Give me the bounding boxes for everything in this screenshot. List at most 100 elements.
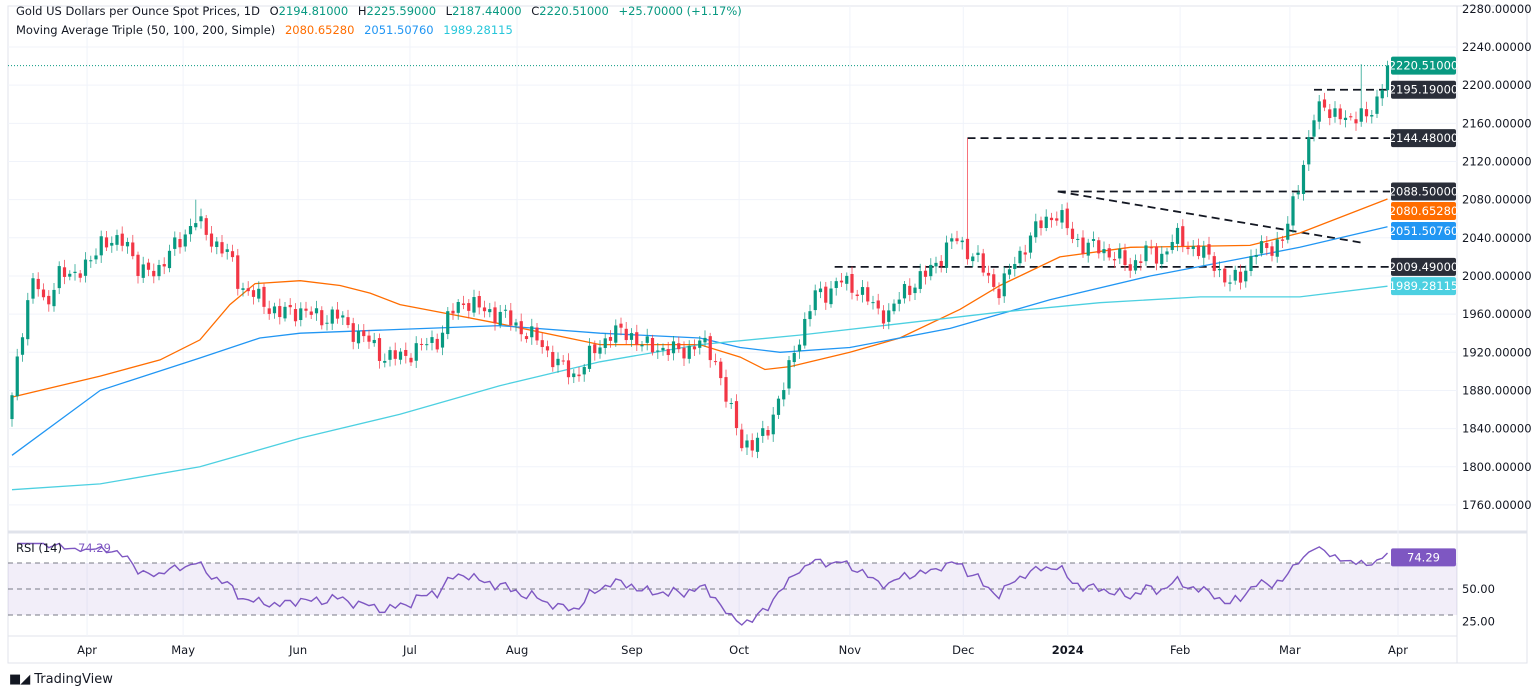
candle-body	[173, 237, 177, 249]
candle-body	[15, 356, 19, 397]
time-tick-label: Apr	[1388, 643, 1408, 657]
candle-body	[78, 273, 82, 278]
candle-body	[1007, 269, 1012, 275]
ma50-line	[11, 198, 1388, 398]
candle-body	[120, 233, 124, 246]
ohlc-open: O2194.81000	[269, 4, 349, 18]
time-tick-label: Jul	[402, 643, 417, 657]
price-badge-label: 74.29	[1407, 550, 1440, 564]
candle-body	[661, 347, 665, 351]
candle-body	[283, 306, 287, 319]
price-axis[interactable]: 2280.00000 2240.00000 2200.00000 2160.00000…	[1462, 2, 1532, 629]
candle-body	[981, 253, 985, 273]
candle-body	[57, 266, 61, 289]
symbol-legend[interactable]: Gold US Dollars per Ounce Spot Prices, 1…	[16, 4, 748, 18]
price-badge	[1391, 202, 1456, 220]
price-tick-label: 2040.00000	[1462, 231, 1532, 245]
candle-body	[503, 309, 508, 311]
candle-body	[383, 360, 387, 363]
candle-body	[976, 252, 980, 256]
candle-body	[876, 300, 880, 309]
candle-body	[309, 311, 313, 315]
candle-body	[724, 377, 728, 402]
candle-body	[1238, 271, 1243, 283]
candle-body	[162, 264, 166, 267]
candle-body	[1018, 250, 1022, 264]
candle-body	[635, 332, 639, 345]
candle-body	[629, 333, 634, 340]
candle-body	[199, 216, 203, 222]
candle-body	[278, 306, 282, 318]
candle-body	[997, 288, 1001, 299]
candle-body	[1380, 90, 1384, 99]
candle-body	[839, 280, 844, 283]
candle-body	[1097, 240, 1101, 254]
candle-body	[582, 367, 586, 375]
price-badge	[1391, 129, 1456, 148]
candle-body	[818, 288, 823, 293]
candle-body	[94, 255, 98, 260]
candle-body	[125, 241, 130, 247]
candle-body	[1343, 117, 1348, 121]
candle-body	[572, 373, 576, 378]
candle-body	[530, 326, 534, 338]
candle-body	[477, 296, 481, 308]
price-badges: 2220.51000 2195.19000 2144.48000 2088.50000…	[1389, 56, 1459, 567]
ohlc-low: L2187.44000	[445, 4, 522, 18]
candle-body	[771, 414, 775, 435]
candle-body	[456, 302, 460, 313]
candle-body	[1160, 253, 1164, 265]
candle-body	[881, 310, 886, 324]
candle-body	[36, 278, 40, 290]
tradingview-brand[interactable]: ■◢ TradingView	[9, 672, 113, 687]
candle-body	[131, 242, 135, 257]
candle-body	[1354, 119, 1358, 124]
candle-body	[251, 290, 256, 297]
candle-body	[855, 294, 859, 297]
price-badge	[1391, 222, 1456, 240]
candle-body	[551, 352, 555, 368]
candle-body	[1322, 99, 1327, 108]
rsi-tick-label: 50.00	[1462, 582, 1495, 596]
candle-body	[1385, 65, 1390, 91]
candle-body	[535, 327, 539, 341]
candle-body	[341, 315, 345, 318]
candle-body	[356, 330, 361, 344]
price-badge-label: 2080.65280	[1389, 204, 1459, 218]
candle-body	[167, 250, 172, 269]
candle-body	[393, 350, 397, 359]
candle-body	[115, 235, 119, 245]
candle-body	[593, 344, 597, 354]
candle-body	[488, 309, 492, 313]
candle-body	[776, 398, 781, 415]
price-badge-label: 2009.49000	[1389, 260, 1459, 274]
candle-body	[1002, 273, 1006, 297]
candle-body	[871, 302, 875, 304]
candle-body	[545, 346, 550, 351]
candle-body	[1223, 268, 1227, 283]
candle-body	[797, 344, 802, 352]
support-resistance-levels	[8, 65, 1457, 268]
candle-body	[887, 310, 891, 322]
candle-body	[1312, 120, 1316, 137]
candle-body	[834, 281, 838, 288]
candle-body	[1307, 137, 1311, 165]
price-tick-label: 2280.00000	[1462, 2, 1532, 16]
candle-body	[587, 345, 592, 369]
ma-legend[interactable]: Moving Average Triple (50, 100, 200, Sim…	[16, 23, 519, 37]
candle-body	[745, 440, 749, 448]
candle-body	[314, 308, 319, 314]
candle-body	[73, 271, 77, 274]
candle-body	[467, 303, 471, 311]
candle-body	[398, 351, 403, 360]
time-axis[interactable]: Apr May Jun Jul Aug Sep Oct Nov Dec 2024 Feb Mar Apr	[77, 643, 1408, 657]
candle-body	[509, 310, 513, 326]
candle-body	[782, 390, 786, 400]
candle-body	[1102, 249, 1106, 254]
price-badge-label: 2051.50760	[1389, 224, 1459, 238]
candle-body	[792, 352, 796, 363]
candle-body	[367, 335, 371, 342]
price-badge-label: 2220.51000	[1389, 59, 1459, 73]
ma200-value: 1989.28115	[443, 23, 513, 37]
